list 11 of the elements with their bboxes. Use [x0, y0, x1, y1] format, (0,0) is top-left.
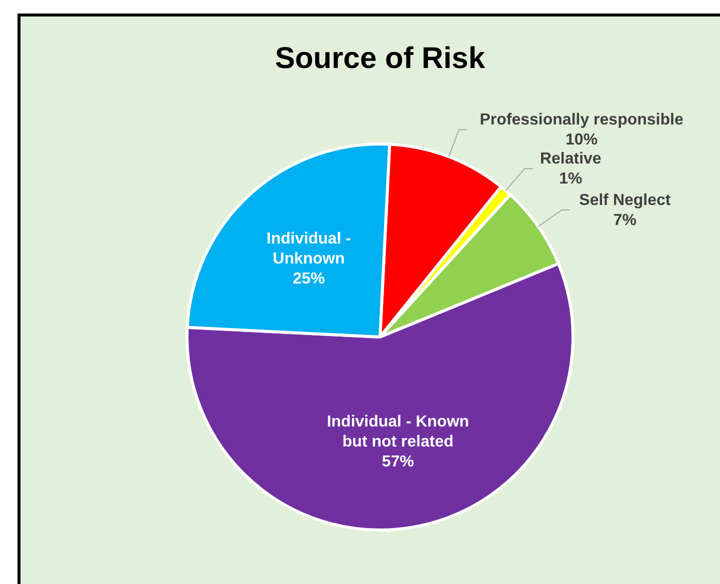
data-label: 1%: [559, 170, 582, 188]
slice-label: Individual - Unknown: [266, 230, 352, 268]
data-label: 7%: [613, 212, 637, 229]
data-label: 57%: [382, 454, 414, 471]
slice-label: Self Neglect: [579, 192, 672, 209]
data-label: 10%: [566, 132, 598, 149]
slice-label: Relative: [540, 150, 602, 168]
data-label: 25%: [292, 270, 325, 288]
slice-label: Individual - Known but not related: [326, 414, 470, 451]
chart-title: Source of Risk: [274, 42, 486, 75]
slice-label: Professionally responsible: [480, 112, 684, 129]
